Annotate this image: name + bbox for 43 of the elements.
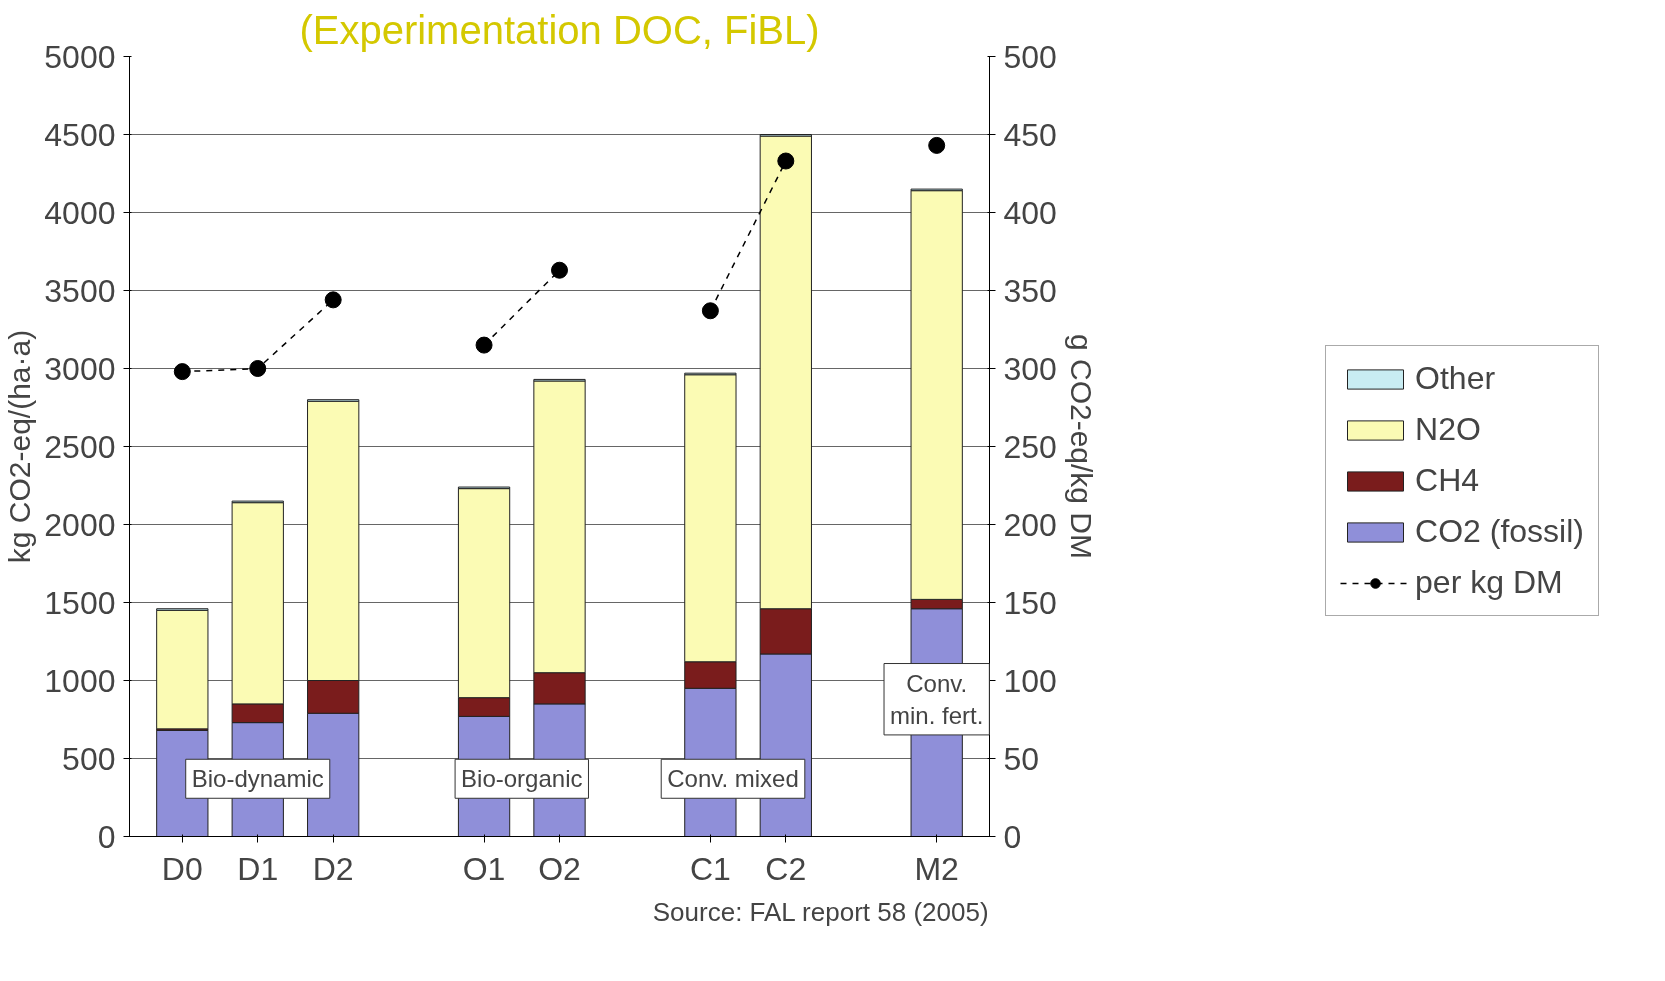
y2-axis-title: g CO2-eq/kg DM — [1064, 333, 1098, 560]
x-tick-label: M2 — [914, 850, 959, 887]
y-axis-title: kg CO2-eq/(ha·a) — [3, 329, 37, 564]
x-tick-label: O1 — [462, 850, 506, 887]
annotation: Conv. mixed — [667, 765, 799, 793]
y2-tick-label: 350 — [1003, 272, 1057, 309]
y-tick-label: 4500 — [44, 116, 116, 153]
legend-label: CO2 (fossil) — [1415, 513, 1584, 550]
y2-tick-label: 50 — [1003, 740, 1040, 777]
x-tick-label: D1 — [237, 850, 279, 887]
y-tick-label: 5000 — [44, 38, 116, 75]
x-tick-label: D0 — [161, 850, 203, 887]
legend-label: CH4 — [1415, 462, 1480, 499]
y2-tick-label: 300 — [1003, 350, 1057, 387]
x-tick-label: C2 — [765, 850, 807, 887]
y2-tick-label: 150 — [1003, 584, 1057, 621]
y2-tick-label: 250 — [1003, 428, 1057, 465]
y2-tick-label: 400 — [1003, 194, 1057, 231]
chart-title: (Experimentation DOC, FiBL) — [299, 7, 820, 52]
annotation: Bio-dynamic — [191, 765, 324, 793]
y-tick-label: 1000 — [44, 662, 116, 699]
y-tick-label: 1500 — [44, 584, 116, 621]
y-tick-label: 2000 — [44, 506, 116, 543]
y-tick-label: 2500 — [44, 428, 116, 465]
legend-label: Other — [1415, 360, 1496, 397]
y-tick-label: 500 — [62, 740, 116, 777]
source-note: Source: FAL report 58 (2005) — [652, 896, 989, 927]
annotation: Conv. min. fert. — [890, 669, 984, 729]
legend-label: N2O — [1415, 411, 1481, 448]
y2-tick-label: 100 — [1003, 662, 1057, 699]
y-tick-label: 3500 — [44, 272, 116, 309]
legend-label: per kg DM — [1415, 564, 1563, 601]
y2-tick-label: 500 — [1003, 38, 1057, 75]
annotation: Bio-organic — [461, 765, 583, 793]
y2-tick-label: 0 — [1003, 818, 1022, 855]
y-tick-label: 3000 — [44, 350, 116, 387]
y2-tick-label: 200 — [1003, 506, 1057, 543]
x-tick-label: D2 — [312, 850, 354, 887]
x-tick-label: C1 — [689, 850, 731, 887]
y-tick-label: 0 — [97, 818, 116, 855]
x-tick-label: O2 — [538, 850, 581, 887]
y-tick-label: 4000 — [44, 194, 116, 231]
y2-tick-label: 450 — [1003, 116, 1057, 153]
